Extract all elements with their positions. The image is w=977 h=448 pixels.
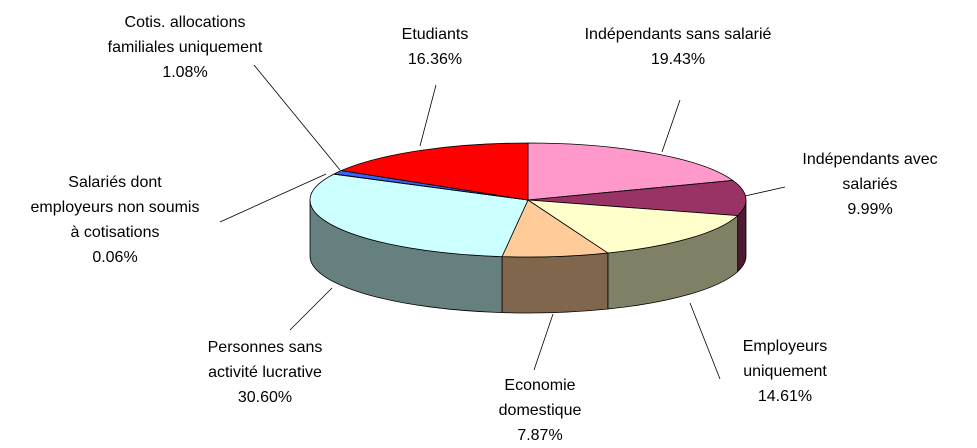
slice-label: Etudiants 16.36% bbox=[375, 22, 495, 72]
label-name: Employeurs uniquement bbox=[742, 338, 828, 380]
label-value: 1.08% bbox=[162, 64, 208, 81]
leader-line bbox=[689, 302, 721, 380]
label-name: Indépendants avec salariés bbox=[802, 151, 938, 193]
label-value: 0.06% bbox=[92, 249, 138, 266]
label-name: Personnes sans activité lucrative bbox=[207, 339, 323, 381]
slice-side bbox=[501, 252, 609, 314]
label-value: 16.36% bbox=[407, 51, 463, 68]
label-name: Salariés dont employeurs non soumis à co… bbox=[30, 174, 200, 241]
leader-line bbox=[253, 64, 341, 171]
slice-label: Salariés dont employeurs non soumis à co… bbox=[30, 170, 200, 270]
leader-line bbox=[533, 313, 554, 371]
leader-line bbox=[661, 99, 681, 153]
label-value: 19.43% bbox=[650, 51, 706, 68]
pie-sides bbox=[309, 199, 747, 314]
slice-label: Indépendants avec salariés 9.99% bbox=[785, 147, 955, 222]
slice bbox=[339, 142, 529, 201]
slice bbox=[527, 180, 747, 217]
leader-line bbox=[419, 84, 437, 147]
label-name: Cotis. allocations familiales uniquement bbox=[107, 14, 263, 56]
label-name: Economie domestique bbox=[498, 377, 582, 419]
slice-label: Cotis. allocations familiales uniquement… bbox=[108, 10, 263, 85]
leader-line bbox=[744, 186, 786, 197]
pie-tops bbox=[309, 142, 747, 258]
label-value: 7.87% bbox=[517, 427, 563, 444]
slice-label: Personnes sans activité lucrative 30.60% bbox=[185, 335, 345, 410]
label-name: Etudiants bbox=[401, 26, 469, 43]
label-value: 30.60% bbox=[237, 389, 293, 406]
slice bbox=[526, 199, 739, 254]
slice-label: Economie domestique 7.87% bbox=[483, 373, 598, 448]
leader-line bbox=[219, 173, 327, 223]
slice-label: Employeurs uniquement 14.61% bbox=[723, 334, 848, 409]
leader-line bbox=[289, 287, 333, 331]
label-name: Indépendants sans salarié bbox=[584, 26, 772, 43]
label-value: 14.61% bbox=[757, 388, 813, 405]
slice bbox=[527, 142, 734, 201]
slice bbox=[501, 199, 610, 258]
label-value: 9.99% bbox=[847, 201, 893, 218]
slice bbox=[309, 173, 529, 258]
slice-label: Indépendants sans salarié 19.43% bbox=[583, 22, 773, 72]
